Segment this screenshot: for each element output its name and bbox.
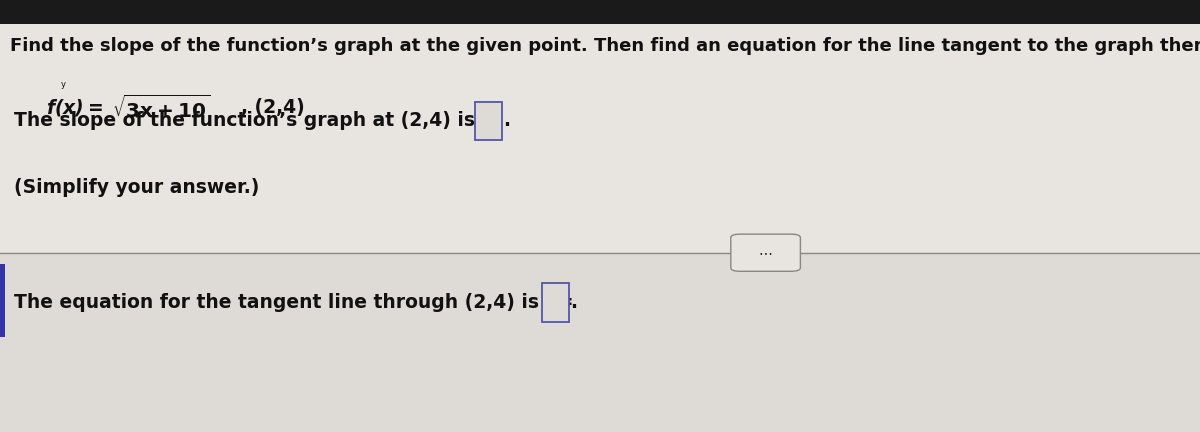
FancyBboxPatch shape xyxy=(542,283,569,321)
Text: $\mathbf{\sqrt{3x + 10}}$: $\mathbf{\sqrt{3x + 10}}$ xyxy=(112,94,210,122)
Text: Find the slope of the function’s graph at the given point. Then find an equation: Find the slope of the function’s graph a… xyxy=(10,37,1200,55)
Text: ⋯: ⋯ xyxy=(758,246,773,260)
Text: The slope of the function’s graph at (2,4) is: The slope of the function’s graph at (2,… xyxy=(14,111,475,130)
Text: y: y xyxy=(61,80,66,89)
Text: .: . xyxy=(503,111,510,130)
Text: f(x)$\bf{=}$: f(x)$\bf{=}$ xyxy=(46,98,102,118)
Text: .: . xyxy=(570,293,577,312)
Text: , (2,4): , (2,4) xyxy=(241,98,305,118)
Bar xyxy=(0,264,5,337)
Bar xyxy=(0,253,1200,432)
Bar xyxy=(0,0,1200,24)
Bar xyxy=(0,24,1200,253)
Text: (Simplify your answer.): (Simplify your answer.) xyxy=(14,178,259,197)
Text: The equation for the tangent line through (2,4) is y​=: The equation for the tangent line throug… xyxy=(14,293,574,312)
FancyBboxPatch shape xyxy=(731,234,800,271)
FancyBboxPatch shape xyxy=(475,102,502,140)
